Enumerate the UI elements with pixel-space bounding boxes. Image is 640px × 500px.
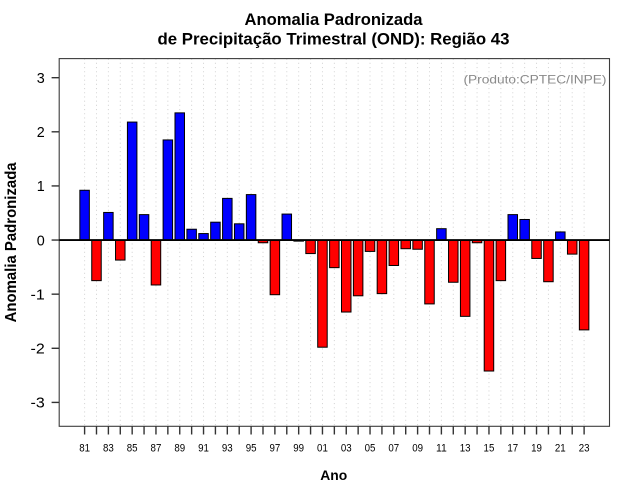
svg-text:(Produto:CPTEC/INPE): (Produto:CPTEC/INPE) [464, 72, 607, 86]
svg-text:Anomalia Padronizada: Anomalia Padronizada [3, 162, 20, 322]
svg-text:05: 05 [365, 442, 376, 454]
svg-text:3: 3 [37, 71, 45, 87]
svg-text:07: 07 [388, 442, 399, 454]
svg-text:-3: -3 [31, 396, 45, 412]
svg-text:2: 2 [37, 125, 45, 141]
svg-text:87: 87 [151, 442, 162, 454]
svg-text:11: 11 [436, 442, 447, 454]
svg-text:19: 19 [531, 442, 542, 454]
svg-text:-2: -2 [31, 342, 45, 358]
svg-text:85: 85 [127, 442, 138, 454]
svg-text:97: 97 [269, 442, 280, 454]
svg-text:13: 13 [460, 442, 471, 454]
svg-text:23: 23 [579, 442, 590, 454]
svg-text:1: 1 [37, 179, 45, 195]
svg-text:03: 03 [341, 442, 352, 454]
svg-text:09: 09 [412, 442, 423, 454]
svg-text:17: 17 [507, 442, 518, 454]
svg-text:21: 21 [555, 442, 566, 454]
svg-text:Anomalia Padronizada: Anomalia Padronizada [245, 10, 424, 29]
svg-text:95: 95 [246, 442, 257, 454]
svg-text:de Precipitação Trimestral (ON: de Precipitação Trimestral (OND): Região… [158, 29, 510, 48]
svg-text:Ano: Ano [320, 467, 347, 483]
svg-text:15: 15 [484, 442, 495, 454]
svg-text:83: 83 [103, 442, 114, 454]
svg-text:91: 91 [198, 442, 209, 454]
svg-text:0: 0 [37, 233, 45, 249]
svg-text:-1: -1 [31, 287, 45, 303]
svg-text:01: 01 [317, 442, 328, 454]
svg-text:89: 89 [174, 442, 185, 454]
svg-text:81: 81 [79, 442, 90, 454]
svg-text:93: 93 [222, 442, 233, 454]
svg-text:99: 99 [293, 442, 304, 454]
